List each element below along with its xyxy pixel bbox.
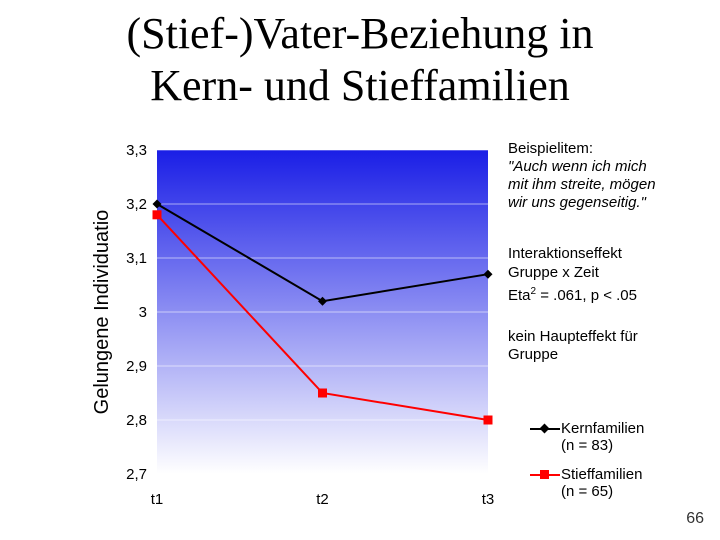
legend-line-kernfamilien — [530, 423, 560, 434]
main-effect-line-1: kein Haupteffekt für — [508, 328, 638, 345]
y-tick-label: 2,7 — [126, 466, 147, 483]
slide-title: (Stief-)Vater-Beziehung in Kern- und Sti… — [0, 8, 720, 112]
y-axis-label: Gelungene Individuatio — [91, 210, 113, 415]
title-line-2: Kern- und Stieffamilien — [150, 61, 570, 110]
main-effect-note: kein Haupteffekt für Gruppe — [508, 328, 638, 364]
eta-value: = .061, p < .05 — [536, 287, 637, 304]
data-point-kernfamilien — [318, 296, 327, 306]
legend-line-stieffamilien — [530, 470, 560, 479]
y-tick-label: 2,8 — [126, 412, 147, 429]
interaction-effect-note: Interaktionseffekt Gruppe x Zeit Eta2 = … — [508, 244, 637, 305]
data-point-stieffamilien — [318, 388, 327, 398]
example-item-note: Beispielitem: "Auch wenn ich mich mit ih… — [508, 140, 656, 212]
legend-label-stieffamilien: Stieffamilien (n = 65) — [561, 466, 642, 500]
legend-n-stieffamilien: (n = 65) — [561, 483, 614, 500]
data-point-kernfamilien — [483, 269, 493, 279]
data-point-stieffamilien — [483, 415, 493, 425]
x-tick-label: t3 — [482, 491, 495, 508]
eta-superscript: 2 — [530, 286, 537, 297]
legend-n-kernfamilien: (n = 83) — [561, 437, 614, 454]
interaction-line-3: Eta2 = .061, p < .05 — [508, 282, 637, 305]
interaction-line-2: Gruppe x Zeit — [508, 264, 599, 281]
legend-name-kernfamilien: Kernfamilien — [561, 420, 645, 437]
interaction-line-1: Interaktionseffekt — [508, 245, 622, 262]
y-tick-label: 3,1 — [126, 250, 147, 267]
page-number: 66 — [686, 510, 704, 527]
example-quote-line-1: "Auch wenn ich mich — [508, 158, 647, 175]
example-quote-line-2: mit ihm streite, mögen — [508, 176, 656, 193]
legend-label-kernfamilien: Kernfamilien (n = 83) — [561, 420, 644, 454]
y-tick-label: 3,2 — [126, 196, 147, 213]
data-point-stieffamilien — [152, 210, 162, 220]
example-quote-line-3: wir uns gegenseitig." — [508, 194, 646, 211]
data-point-kernfamilien — [152, 199, 162, 209]
x-tick-label: t2 — [316, 491, 329, 508]
title-line-1: (Stief-)Vater-Beziehung in — [126, 9, 594, 58]
y-tick-label: 3,3 — [126, 142, 147, 159]
y-tick-label: 2,9 — [126, 358, 147, 375]
example-heading: Beispielitem: — [508, 140, 594, 157]
eta-label: Eta — [508, 287, 531, 304]
legend-name-stieffamilien: Stieffamilien — [561, 466, 643, 483]
x-tick-label: t1 — [151, 491, 164, 508]
square-marker-icon — [540, 470, 549, 479]
y-tick-label: 3 — [139, 304, 147, 321]
main-effect-line-2: Gruppe — [508, 346, 559, 363]
